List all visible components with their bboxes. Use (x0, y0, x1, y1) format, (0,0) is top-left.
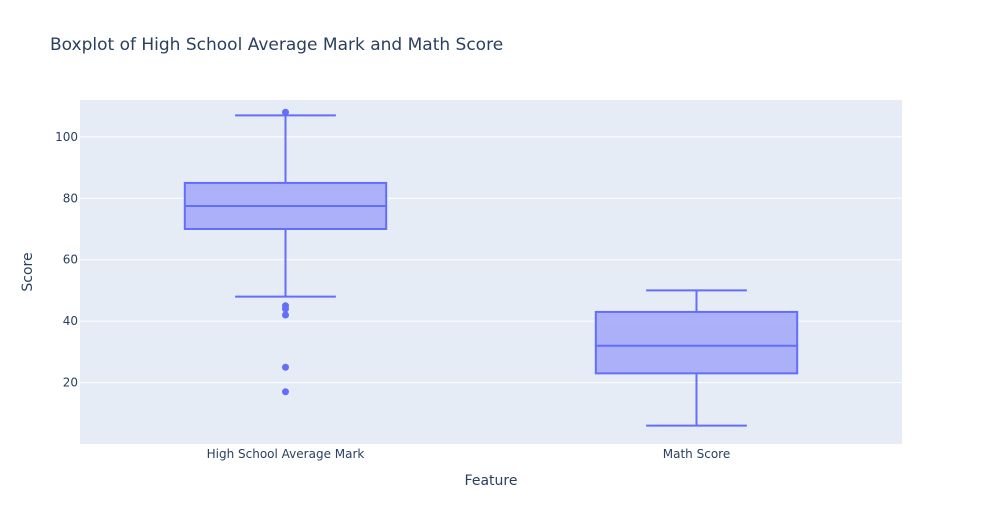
outlier-point-0-3 (282, 311, 289, 319)
outlier-point-0-5 (282, 388, 289, 396)
outlier-point-0-2 (282, 305, 289, 313)
iqr-box-1 (594, 310, 799, 375)
x-axis-title: Feature (465, 473, 518, 489)
y-tick-label-80: 80 (63, 191, 78, 205)
x-tick-labels: High School Average Mark Math Score (207, 447, 731, 461)
plot-area (80, 100, 902, 444)
chart-title: Boxplot of High School Average Mark and … (50, 35, 503, 55)
y-axis-title: Score (20, 252, 36, 291)
box-0 (183, 108, 388, 396)
x-tick-label-0: High School Average Mark (207, 447, 365, 461)
y-tick-labels: 20 40 60 80 100 (55, 130, 78, 390)
outlier-point-0-0 (282, 108, 289, 116)
boxes (183, 108, 799, 427)
outlier-point-0-4 (282, 363, 289, 371)
y-tick-label-100: 100 (55, 130, 78, 144)
box-1 (594, 289, 799, 427)
y-tick-label-20: 20 (63, 376, 78, 390)
x-tick-label-1: Math Score (663, 447, 730, 461)
y-tick-label-60: 60 (63, 253, 78, 267)
y-tick-label-40: 40 (63, 314, 78, 328)
